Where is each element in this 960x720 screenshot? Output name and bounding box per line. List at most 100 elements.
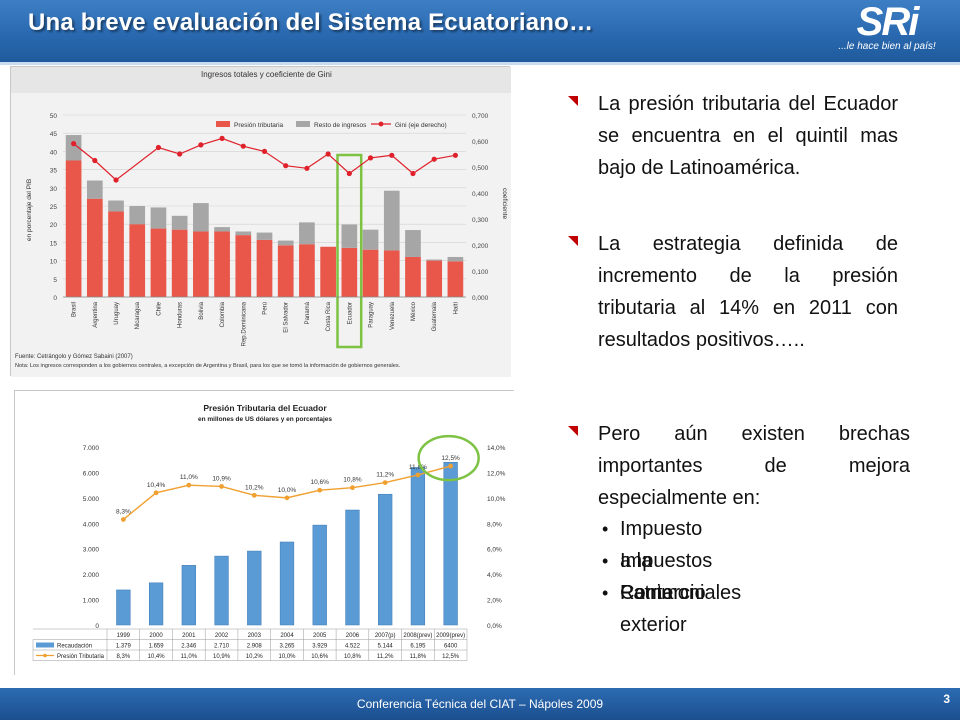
triangle-bullet-icon	[568, 236, 578, 246]
bar-recaudacion	[181, 565, 196, 626]
bar-resto-ingresos	[150, 207, 167, 229]
bar-recaudacion	[148, 582, 164, 626]
legend-swatch	[36, 642, 54, 648]
table-cell-presion: 10,2%	[246, 654, 264, 660]
y2-tick-label: 12,0%	[487, 470, 506, 477]
bar-resto-ingresos	[214, 227, 230, 232]
data-label-presion: 11,0%	[180, 474, 198, 481]
sub-bullet-item: • Comercio exterior	[602, 577, 706, 641]
x-tick-label: Rep.Dominicana	[241, 301, 247, 346]
data-label-presion: 10,8%	[343, 477, 362, 484]
bar-presion-tributaria	[193, 231, 209, 297]
data-label-presion: 12,5%	[441, 455, 460, 462]
chart-note: Nota: Los ingresos corresponden a los go…	[15, 363, 401, 369]
gini-line	[73, 137, 456, 181]
bullet-text: La presión tributaria del Ecuador se enc…	[598, 93, 898, 179]
dot-bullet-icon: •	[602, 519, 609, 539]
x-tick-label: El Salvador	[284, 302, 290, 333]
table-cell-recaudacion: 6400	[444, 644, 458, 650]
ecuador-highlight-box	[336, 153, 363, 349]
gini-point	[304, 165, 310, 171]
table-cell-recaudacion: 2.710	[214, 644, 230, 650]
x-tick-label: Brasil	[72, 302, 78, 317]
table-cell-recaudacion: 6.195	[410, 644, 426, 650]
chart-subtitle: en millones de US dólares y en porcentaj…	[198, 416, 332, 423]
x-tick-label: Uruguay	[114, 302, 120, 325]
chart-ingresos-gini: Ingresos totales y coeficiente de Gini 0 5…	[10, 66, 511, 377]
gini-point	[431, 156, 437, 162]
footer-conference: Conferencia Técnica del CIAT – Nápoles 2…	[356, 697, 604, 711]
bar-recaudacion	[279, 541, 295, 626]
presion-point	[284, 495, 290, 501]
table-cell-presion: 11,2%	[377, 654, 394, 660]
y-tick-label: 0	[95, 623, 99, 630]
bar-presion-tributaria	[426, 260, 443, 297]
table-cell-recaudacion: 1.379	[116, 644, 132, 650]
highlight-ellipse	[417, 434, 480, 482]
x-tick-label: 2002	[215, 633, 229, 639]
triangle-bullet-icon	[568, 96, 578, 106]
y2-tick-label: 0,400	[472, 191, 489, 198]
table-cell-recaudacion: 1.659	[149, 644, 165, 650]
bar-presion-tributaria	[362, 249, 379, 297]
y-tick-label: 10	[50, 259, 58, 266]
table-cell-presion: 10,6%	[311, 654, 329, 660]
y-tick-label: 1.000	[83, 598, 100, 605]
x-tick-label: Paraguay	[369, 302, 375, 328]
y2-tick-label: 10,0%	[487, 496, 506, 503]
presion-point	[317, 487, 323, 493]
bullet-text: Pero aún existen brechas importantes de …	[598, 423, 910, 509]
bar-presion-tributaria	[383, 250, 400, 297]
sub-bullet-text: Impuesto a la Renta	[620, 518, 703, 604]
legend-label: Recaudación	[57, 644, 92, 650]
table-cell-recaudacion: 3.265	[279, 644, 295, 650]
logo-mark: SRi	[856, 0, 920, 44]
bar-presion-tributaria	[341, 247, 358, 297]
x-tick-label: Venezuela	[390, 301, 396, 330]
footer-bar: Conferencia Técnica del CIAT – Nápoles 2…	[0, 688, 960, 720]
header-bar: Una breve evaluación del Sistema Ecuator…	[0, 0, 960, 62]
bar-presion-tributaria	[214, 231, 230, 297]
y-tick-label: 30	[50, 186, 58, 193]
x-tick-label: 2007(p)	[375, 633, 396, 639]
x-tick-label: Honduras	[178, 302, 184, 328]
data-label-presion: 11,8%	[409, 464, 427, 471]
y2-tick-label: 0,0%	[487, 623, 502, 630]
data-label-presion: 10,6%	[311, 479, 330, 486]
x-tick-label: 2001	[182, 633, 196, 639]
y-tick-label: 5	[53, 277, 57, 284]
bar-presion-tributaria	[277, 245, 294, 297]
bullet-item: La presión tributaria del Ecuador se enc…	[568, 88, 898, 184]
y-tick-label: 50	[50, 113, 58, 120]
gini-point	[71, 141, 77, 147]
y2-tick-label: 0,600	[472, 139, 489, 146]
sri-logo: SRi ...le hace bien al país!	[832, 2, 942, 60]
triangle-bullet-icon	[568, 426, 578, 436]
y2-tick-label: 8,0%	[487, 521, 502, 528]
table-cell-recaudacion: 2.908	[247, 644, 263, 650]
x-tick-label: Ecuador	[347, 302, 353, 324]
x-tick-label: 2009(prev)	[436, 633, 465, 639]
presion-point	[382, 480, 388, 485]
bar-recaudacion	[345, 509, 360, 626]
y2-tick-label: 0,100	[472, 269, 489, 276]
bar-presion-tributaria	[235, 235, 252, 297]
legend-label: Presión Tributaria	[57, 654, 105, 660]
bullet-item: Pero aún existen brechas importantes de …	[568, 418, 910, 514]
bar-resto-ingresos	[129, 206, 146, 225]
y-tick-label: 4.000	[83, 521, 100, 528]
y-tick-label: 2.000	[83, 572, 100, 579]
bar-resto-ingresos	[65, 135, 82, 161]
dot-bullet-icon: •	[602, 583, 609, 603]
bar-recaudacion	[443, 462, 458, 626]
logo-tagline: ...le hace bien al país!	[838, 41, 936, 52]
bar-recaudacion	[410, 467, 426, 626]
sub-bullet-text: Impuestos Patrimoniales	[620, 550, 742, 604]
x-tick-label: Panamá	[305, 301, 311, 324]
sub-bullet-text: Comercio exterior	[620, 582, 706, 636]
bar-resto-ingresos	[193, 203, 209, 232]
gini-point	[410, 170, 416, 177]
bar-resto-ingresos	[341, 224, 358, 248]
table-cell-presion: 8,3%	[117, 654, 131, 660]
bar-presion-tributaria	[86, 198, 103, 297]
